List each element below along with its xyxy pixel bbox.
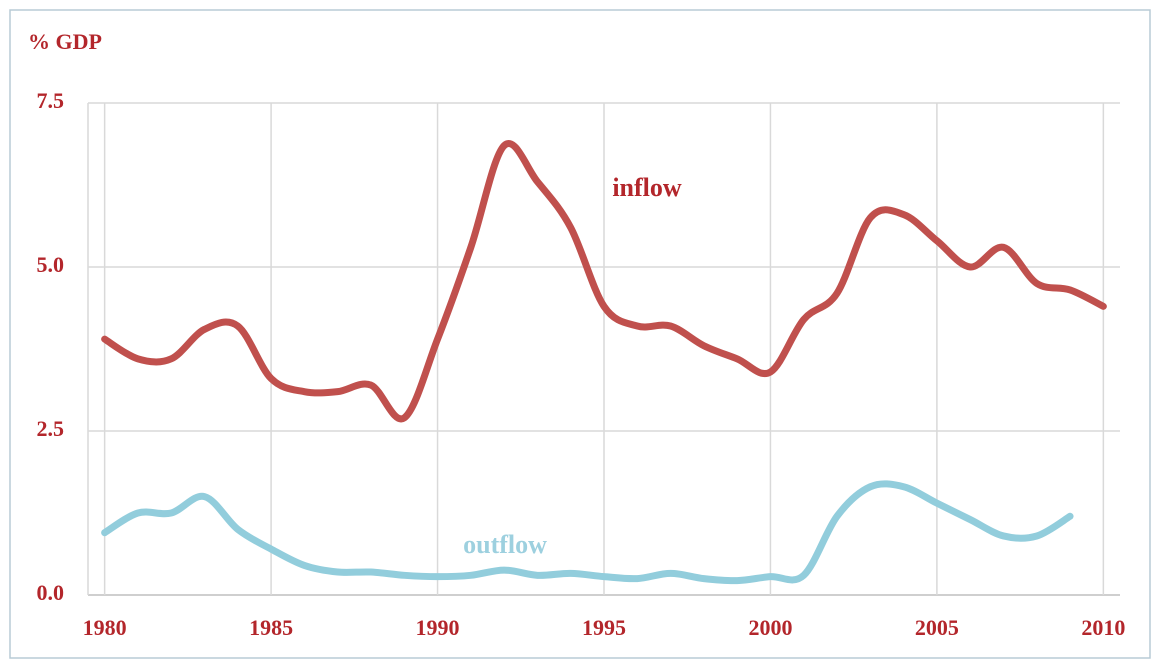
line-series [101,140,1107,423]
y-axis-title: % GDP [28,29,102,54]
y-tick-label: 0.0 [37,580,65,605]
x-tick-label: 1990 [416,615,460,640]
series-label: outflow [463,530,547,559]
x-tick-label: 1995 [582,615,626,640]
x-tick-label: 1985 [249,615,293,640]
x-tick-label: 2010 [1081,615,1125,640]
x-tick-label: 1980 [83,615,127,640]
y-tick-label: 5.0 [37,252,65,277]
chart-border [9,9,1151,659]
x-tick-label: 2005 [915,615,959,640]
y-tick-label: 7.5 [37,88,65,113]
x-tick-label: 2000 [748,615,792,640]
line-series [101,480,1074,585]
series-label: inflow [612,173,682,202]
y-tick-label: 2.5 [37,416,65,441]
